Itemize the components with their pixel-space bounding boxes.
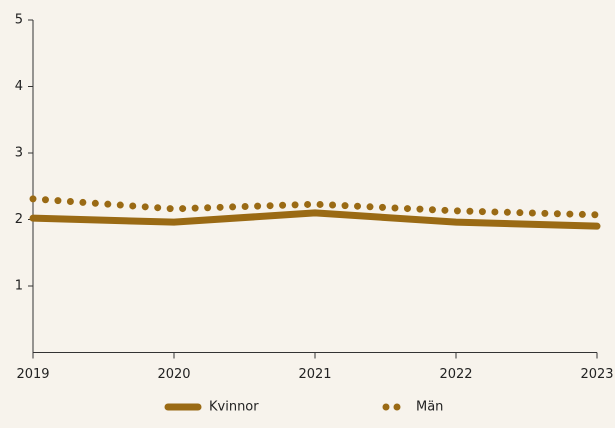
y-tick-label: 1 (15, 279, 23, 294)
y-tick-label: 4 (15, 79, 23, 94)
x-tick-label: 2020 (157, 367, 190, 382)
legend-label: Män (416, 400, 443, 415)
y-tick-label: 2 (15, 212, 23, 227)
legend-label: Kvinnor (209, 400, 259, 415)
y-tick-label: 3 (15, 146, 23, 161)
x-tick-label: 2019 (16, 367, 49, 382)
x-tick-label: 2021 (298, 367, 331, 382)
y-tick-label: 5 (15, 13, 23, 28)
series-line (29, 209, 601, 230)
x-tick-label: 2023 (580, 367, 613, 382)
x-tick-label: 2022 (439, 367, 472, 382)
